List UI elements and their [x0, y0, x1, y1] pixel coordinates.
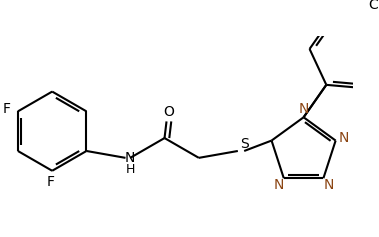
Text: H: H — [125, 163, 135, 176]
Text: N: N — [274, 178, 284, 192]
Text: O: O — [163, 105, 174, 119]
Text: N: N — [125, 151, 135, 165]
Text: S: S — [240, 137, 249, 151]
Text: N: N — [298, 102, 309, 116]
Text: N: N — [339, 131, 349, 145]
Text: Cl: Cl — [368, 0, 379, 12]
Text: F: F — [46, 175, 54, 189]
Text: N: N — [323, 178, 334, 192]
Text: F: F — [3, 102, 11, 116]
